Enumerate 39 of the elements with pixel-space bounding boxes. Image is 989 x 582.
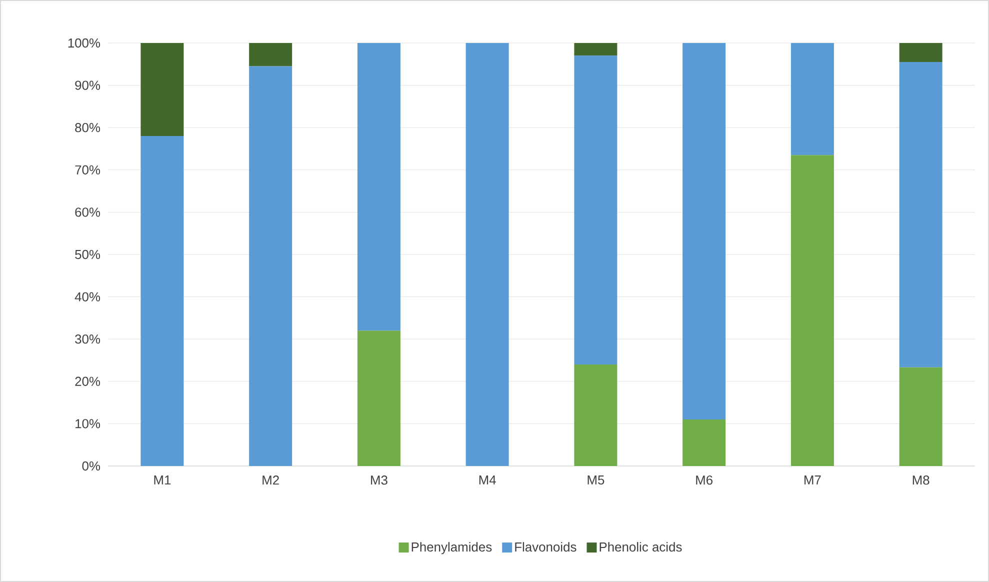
y-tick-label: 10% — [76, 419, 100, 428]
bar — [249, 42, 292, 66]
y-tick-label: 50% — [75, 250, 100, 260]
bar — [140, 42, 184, 136]
x-tick-label: M2 — [262, 476, 279, 485]
bar — [682, 419, 726, 466]
legend-label: Phenolic acids — [600, 542, 682, 552]
bar — [466, 42, 509, 466]
y-tick-label: 40% — [74, 292, 100, 302]
bar — [249, 66, 292, 466]
bar — [574, 42, 618, 56]
bar — [140, 136, 184, 466]
bar — [899, 367, 942, 466]
y-tick-label: 100% — [68, 38, 100, 48]
x-tick-label: M7 — [804, 476, 821, 484]
y-tick-label: 80% — [75, 122, 100, 132]
y-tick-label: 90% — [75, 80, 100, 90]
x-tick-label: M3 — [371, 476, 388, 485]
bar — [899, 62, 942, 368]
bar — [682, 42, 726, 420]
x-tick-label: M6 — [696, 476, 712, 485]
x-tick-label: M1 — [154, 476, 171, 484]
x-tick-label: M8 — [912, 476, 930, 485]
y-tick-label: 30% — [75, 334, 100, 344]
legend-label: Phenylamides — [412, 542, 492, 554]
bar — [357, 330, 400, 466]
y-tick-label: 60% — [75, 208, 100, 217]
x-tick-label: M4 — [479, 476, 496, 484]
bar — [790, 42, 834, 156]
bar — [574, 364, 618, 466]
bar — [574, 56, 618, 364]
y-tick-label: 20% — [75, 376, 100, 386]
x-tick-label: M5 — [588, 476, 604, 485]
bar — [899, 42, 942, 62]
y-tick-label: 70% — [75, 165, 100, 174]
y-tick-label: 0% — [82, 461, 100, 471]
legend-label: Flavonoids — [515, 542, 576, 552]
bar — [357, 42, 400, 331]
bar — [790, 155, 834, 466]
